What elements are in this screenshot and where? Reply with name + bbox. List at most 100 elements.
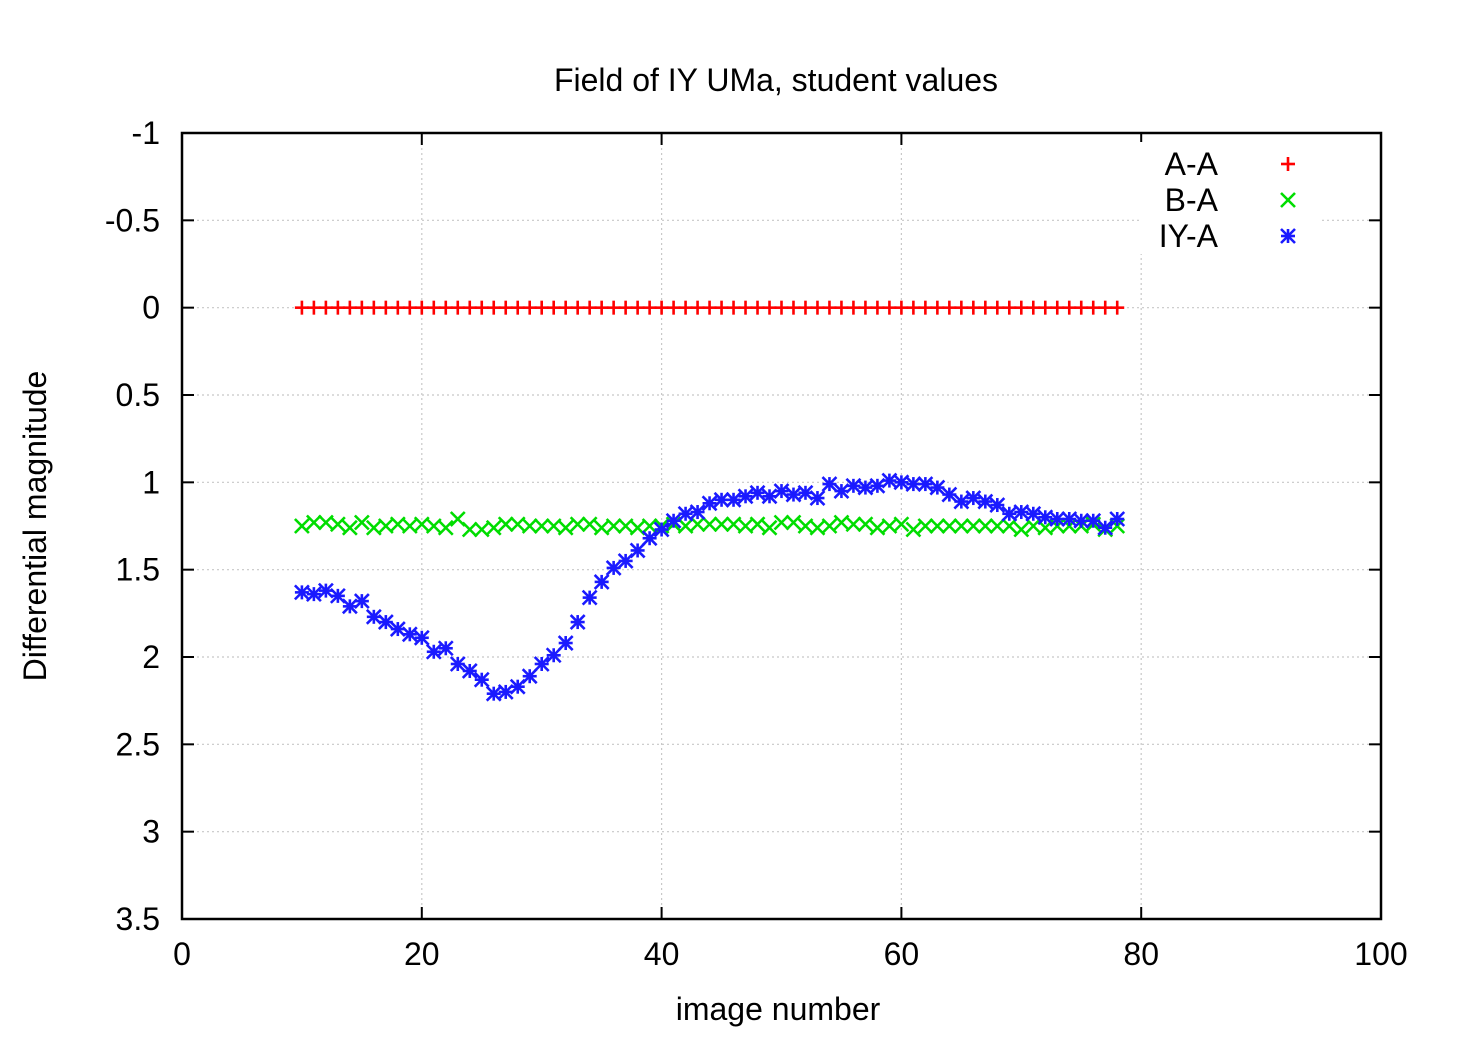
data-point: [858, 300, 873, 315]
data-point: [1097, 519, 1114, 536]
plot-frame: [180, 131, 1383, 921]
data-point: [593, 573, 610, 590]
data-point: [317, 582, 334, 599]
y-tick-label: 2.5: [116, 726, 160, 762]
grid-layer: [182, 133, 1381, 919]
data-point: [714, 300, 729, 315]
data-point: [641, 518, 658, 534]
data-point: [953, 493, 970, 510]
data-point: [366, 300, 381, 315]
data-point: [822, 300, 837, 315]
data-point: [497, 516, 514, 533]
data-point: [1098, 300, 1113, 315]
series-iy-a: [293, 472, 1126, 702]
data-point: [1109, 511, 1126, 527]
data-point: [1049, 511, 1066, 527]
data-point: [978, 300, 993, 315]
data-point: [857, 516, 874, 533]
data-point: [678, 300, 693, 315]
data-point: [653, 521, 670, 538]
data-point: [989, 497, 1006, 513]
data-point: [774, 300, 789, 315]
data-point: [485, 519, 502, 536]
data-point: [557, 519, 574, 536]
data-point: [629, 542, 646, 559]
data-point: [353, 514, 370, 531]
data-point: [558, 300, 573, 315]
data-point: [953, 518, 970, 534]
data-point: [917, 476, 934, 492]
data-point: [606, 300, 621, 315]
data-point: [569, 516, 586, 533]
legend: A-AB-AIY-A: [1140, 142, 1320, 254]
data-point: [341, 598, 358, 615]
data-point: [965, 518, 982, 534]
data-point: [486, 300, 501, 315]
data-point: [977, 493, 994, 510]
data-point: [545, 647, 562, 664]
legend-marker: [1280, 192, 1296, 208]
data-point: [582, 300, 597, 315]
legend-label: IY-A: [1159, 218, 1219, 254]
data-point: [546, 300, 561, 315]
data-point: [894, 300, 909, 315]
data-point: [642, 300, 657, 315]
data-point: [870, 300, 885, 315]
data-point: [354, 300, 369, 315]
data-point: [641, 530, 658, 547]
data-point: [498, 300, 513, 315]
y-tick-label: -1: [132, 115, 160, 151]
data-point: [785, 514, 802, 531]
data-point: [618, 300, 633, 315]
y-tick-label: 3.5: [116, 901, 160, 937]
data-point: [461, 663, 478, 679]
data-point: [725, 491, 742, 508]
data-point: [581, 589, 598, 606]
data-point: [666, 300, 681, 315]
data-point: [293, 518, 310, 534]
data-point: [665, 512, 682, 529]
y-tick-label: 1: [142, 464, 160, 500]
data-point: [474, 300, 489, 315]
data-point: [762, 300, 777, 315]
data-point: [485, 685, 502, 702]
data-point: [713, 516, 730, 533]
data-point: [977, 518, 994, 534]
data-point: [377, 614, 394, 630]
data-point: [1074, 300, 1089, 315]
data-point: [413, 629, 430, 646]
data-point: [437, 640, 454, 657]
data-point: [846, 300, 861, 315]
data-point: [954, 300, 969, 315]
y-tick-label: 0: [142, 290, 160, 326]
data-point: [845, 516, 862, 533]
y-tick-label: 3: [142, 814, 160, 850]
data-point: [761, 488, 778, 505]
data-point: [1038, 300, 1053, 315]
data-point: [306, 300, 321, 315]
data-point: [749, 484, 766, 501]
data-point: [425, 643, 442, 660]
y-tick-label: 1.5: [116, 552, 160, 588]
data-point: [438, 300, 453, 315]
data-point: [917, 518, 934, 534]
data-point: [821, 518, 838, 534]
y-axis-label: Differential magnitude: [17, 371, 53, 682]
data-point: [810, 300, 825, 315]
data-point: [1085, 512, 1102, 529]
data-point: [833, 483, 850, 499]
x-tick-label: 60: [884, 936, 920, 972]
data-point: [414, 300, 429, 315]
x-tick-label: 20: [404, 936, 440, 972]
data-point: [605, 560, 622, 576]
data-point: [809, 490, 826, 506]
data-point: [749, 516, 766, 533]
y-tick-label: 0.5: [116, 377, 160, 413]
y-tick-label: -0.5: [105, 202, 160, 238]
data-point: [773, 483, 790, 499]
data-point: [1025, 505, 1042, 522]
x-tick-label: 0: [173, 936, 191, 972]
data-point: [522, 300, 537, 315]
data-point: [786, 300, 801, 315]
data-point: [594, 300, 609, 315]
